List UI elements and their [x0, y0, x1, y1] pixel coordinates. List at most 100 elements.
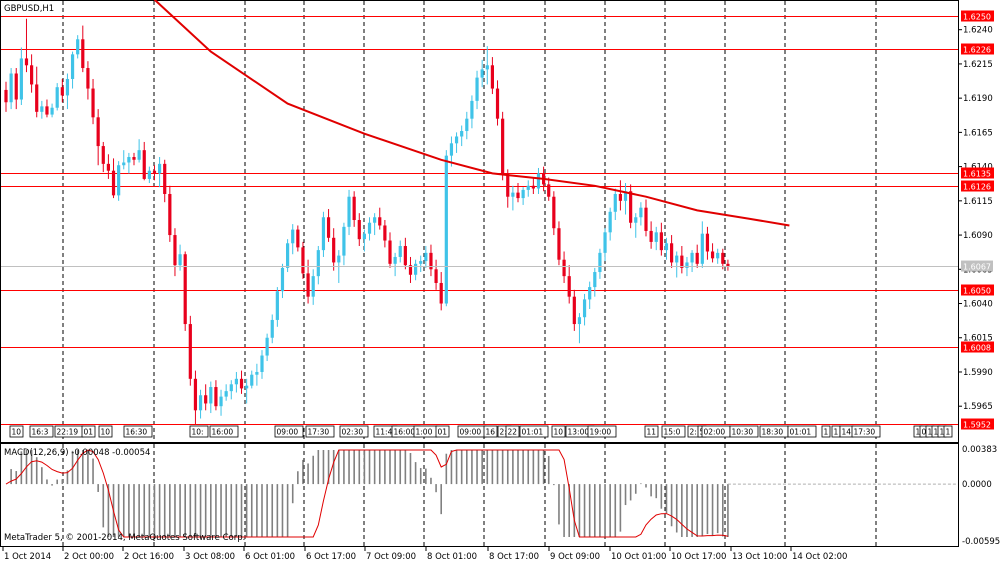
candle-body: [183, 254, 187, 325]
event-label: 2:1: [690, 428, 702, 437]
candle-body: [239, 378, 244, 389]
candle-body: [19, 58, 23, 100]
event-marker: [483, 425, 498, 438]
event-label: 1: [916, 428, 921, 437]
candle-body: [132, 157, 136, 160]
candle-body: [55, 87, 59, 108]
level-tag-bg: [961, 284, 994, 296]
time-label: 1 Oct 2014: [4, 552, 51, 562]
event-marker: [209, 425, 239, 438]
candle-body: [86, 68, 90, 89]
candle-body: [70, 54, 75, 79]
level-tag: 1.6135: [963, 170, 991, 179]
candle-body: [245, 385, 249, 389]
candle-body: [388, 240, 392, 264]
event-marker: [787, 425, 817, 438]
event-label: 01: [84, 428, 94, 437]
candle-body: [14, 73, 18, 100]
candle-body: [357, 220, 361, 240]
event-label: 22:19: [57, 428, 79, 437]
candle-body: [342, 226, 346, 256]
level-tag: 1.6126: [963, 183, 991, 192]
candle-body: [367, 222, 372, 234]
candle-body: [147, 170, 151, 179]
event-marker: [29, 425, 54, 438]
event-label: 14: [842, 428, 852, 437]
candle-body: [644, 207, 648, 231]
candle-body: [480, 69, 484, 78]
candle-body: [362, 233, 366, 240]
event-label: 1: [940, 428, 945, 437]
candle-body: [424, 252, 428, 262]
candle-body: [654, 232, 658, 242]
candle-body: [347, 196, 351, 227]
main-chart-frame: [0, 0, 959, 443]
candle-body: [454, 136, 459, 144]
candle-body: [111, 170, 116, 196]
candle-body: [690, 252, 694, 263]
event-label: 18:30: [762, 428, 784, 437]
level-tag-bg: [961, 10, 994, 22]
candle-body: [152, 170, 157, 174]
event-label: 1: [946, 428, 951, 437]
time-label: 7 Oct 09:00: [366, 552, 416, 562]
event-label: 1: [824, 428, 829, 437]
candle-body: [408, 265, 413, 275]
time-label: 14 Oct 02:00: [792, 552, 847, 562]
event-strip[interactable]: 10 16:3 22:19 01 10 16:30 10: 16:00 09:00 17:30 02…: [9, 425, 953, 438]
event-marker: [189, 425, 209, 438]
event-marker: [551, 425, 566, 438]
candle-body: [35, 84, 39, 112]
candle-body: [577, 317, 582, 325]
candle-body: [265, 337, 269, 356]
candle-body: [490, 65, 494, 89]
candle-body: [618, 193, 622, 201]
candle-body: [321, 217, 326, 251]
candle-body: [649, 230, 653, 242]
candle-body: [229, 384, 233, 392]
candle-body: [4, 89, 8, 103]
candle-body: [536, 173, 541, 189]
candle-body: [608, 211, 612, 233]
time-label: 6 Oct 01:00: [245, 552, 295, 562]
candle-body: [582, 299, 587, 318]
vertical-grid: [62, 1, 877, 546]
event-label: 0: [922, 428, 927, 437]
candle-body: [598, 252, 602, 273]
event-marker: [123, 425, 153, 438]
candle-body: [204, 395, 208, 404]
candle-body: [163, 163, 167, 194]
event-label: 15:0: [664, 428, 681, 437]
event-marker: [587, 425, 617, 438]
candle-body: [695, 252, 699, 264]
macd-signal-line: [5, 449, 728, 538]
candle-body: [680, 255, 684, 268]
candle-body: [91, 88, 95, 118]
candle-body: [270, 319, 274, 338]
candle-body: [337, 255, 341, 263]
event-label: 16:3: [32, 428, 49, 437]
candle-body: [506, 173, 510, 197]
price-tick-label: 1.6190: [963, 94, 993, 104]
event-marker: [943, 425, 953, 438]
candle-body: [178, 254, 182, 266]
macd-tick-label: 0.0000: [962, 480, 992, 490]
candle-body: [106, 163, 110, 171]
level-tag: 1.6050: [963, 287, 991, 296]
candle-body: [383, 225, 387, 241]
price-level-lines[interactable]: [1, 16, 958, 425]
price-tick-label: 1.6015: [963, 334, 993, 344]
candle-body: [639, 207, 643, 218]
event-label: 10:: [192, 428, 204, 437]
event-label: 1:00: [416, 428, 433, 437]
event-label: 16:30: [126, 428, 148, 437]
candle-body: [193, 378, 198, 411]
candle-body: [700, 233, 704, 264]
price-level-tags: 1.6250 1.6226 1.6135 1.6126 1.6050 1.6008 1.59…: [961, 10, 994, 430]
time-label: 2 Oct 16:00: [124, 552, 174, 562]
event-label: 1: [928, 428, 933, 437]
candle-body: [495, 88, 500, 119]
candle-body: [326, 217, 331, 238]
